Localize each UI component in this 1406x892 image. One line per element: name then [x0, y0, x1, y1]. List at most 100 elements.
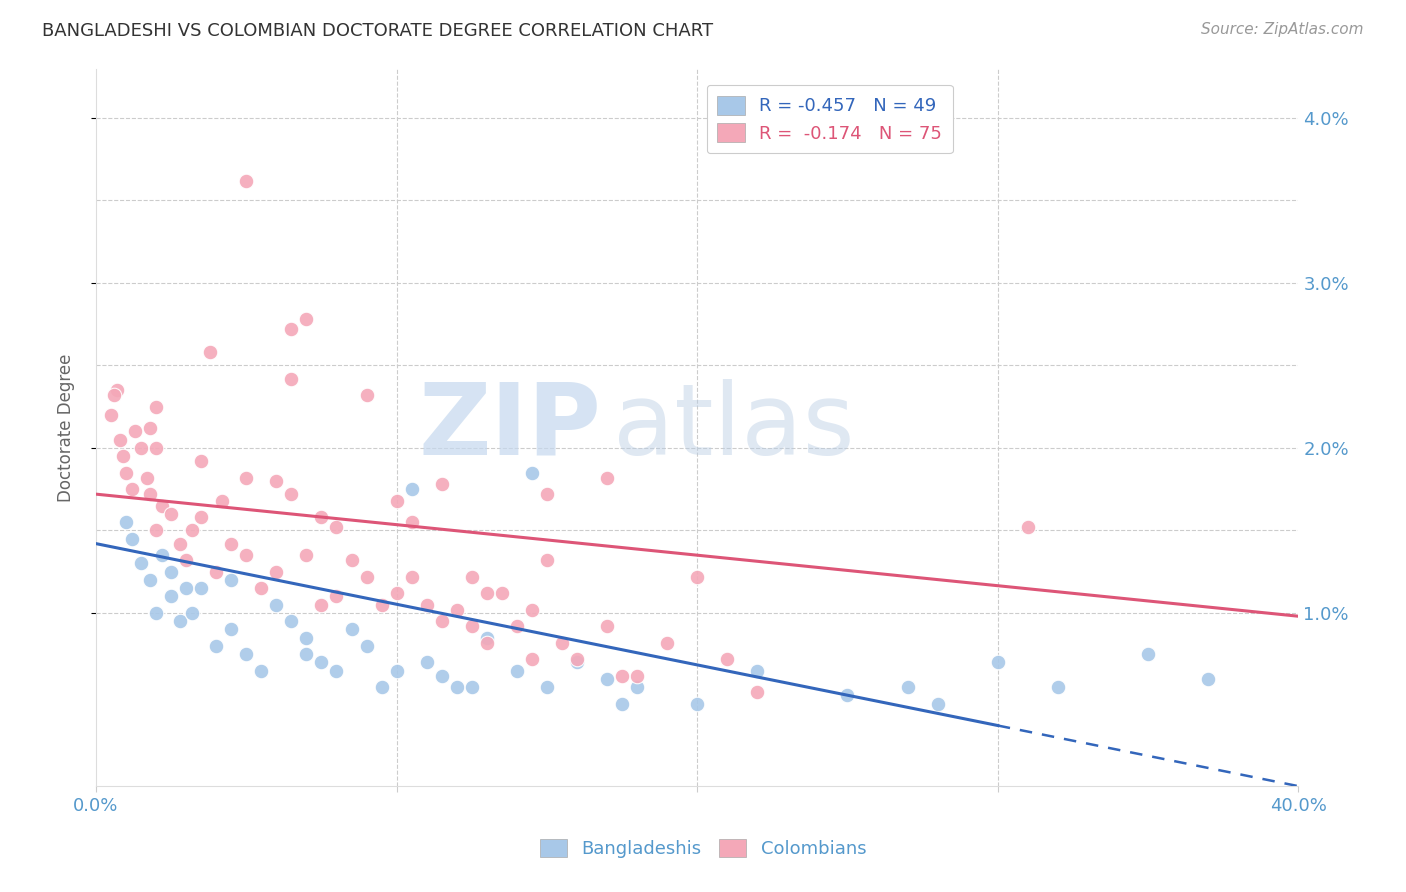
Point	[475, 635, 498, 649]
Point	[356, 639, 378, 653]
Point	[250, 664, 273, 678]
Point	[520, 602, 543, 616]
Point	[205, 565, 228, 579]
Point	[115, 466, 138, 480]
Point	[266, 565, 288, 579]
Point	[108, 433, 131, 447]
Point	[145, 441, 167, 455]
Point	[475, 631, 498, 645]
Point	[536, 680, 558, 694]
Point	[1137, 647, 1160, 661]
Point	[747, 664, 769, 678]
Point	[211, 493, 233, 508]
Point	[105, 383, 128, 397]
Point	[100, 408, 122, 422]
Point	[295, 312, 318, 326]
Legend: Bangladeshis, Colombians: Bangladeshis, Colombians	[533, 831, 873, 865]
Point	[136, 470, 159, 484]
Point	[520, 652, 543, 666]
Point	[169, 614, 191, 628]
Point	[401, 569, 423, 583]
Point	[219, 573, 242, 587]
Point	[145, 606, 167, 620]
Point	[325, 590, 347, 604]
Point	[266, 474, 288, 488]
Point	[112, 449, 135, 463]
Point	[129, 441, 152, 455]
Point	[655, 635, 678, 649]
Point	[235, 174, 257, 188]
Point	[626, 668, 648, 682]
Point	[325, 664, 347, 678]
Point	[250, 581, 273, 595]
Point	[461, 619, 484, 633]
Point	[837, 689, 859, 703]
Point	[430, 614, 453, 628]
Point	[280, 614, 302, 628]
Point	[536, 487, 558, 501]
Point	[235, 470, 257, 484]
Point	[181, 606, 204, 620]
Text: ZIP: ZIP	[418, 379, 600, 475]
Point	[129, 557, 152, 571]
Point	[325, 520, 347, 534]
Point	[446, 680, 468, 694]
Point	[596, 672, 619, 686]
Point	[385, 586, 408, 600]
Text: BANGLADESHI VS COLOMBIAN DOCTORATE DEGREE CORRELATION CHART: BANGLADESHI VS COLOMBIAN DOCTORATE DEGRE…	[42, 22, 713, 40]
Point	[987, 656, 1010, 670]
Point	[160, 590, 183, 604]
Text: atlas: atlas	[613, 379, 855, 475]
Point	[190, 581, 212, 595]
Point	[340, 623, 363, 637]
Point	[401, 515, 423, 529]
Point	[340, 553, 363, 567]
Point	[385, 493, 408, 508]
Point	[415, 656, 437, 670]
Point	[219, 536, 242, 550]
Point	[311, 656, 333, 670]
Point	[475, 586, 498, 600]
Point	[536, 553, 558, 567]
Point	[356, 569, 378, 583]
Point	[150, 548, 173, 562]
Point	[280, 372, 302, 386]
Legend: R = -0.457   N = 49, R =  -0.174   N = 75: R = -0.457 N = 49, R = -0.174 N = 75	[707, 85, 953, 153]
Point	[124, 425, 146, 439]
Text: Source: ZipAtlas.com: Source: ZipAtlas.com	[1201, 22, 1364, 37]
Point	[266, 598, 288, 612]
Point	[200, 345, 222, 359]
Point	[506, 619, 529, 633]
Point	[280, 322, 302, 336]
Point	[174, 581, 197, 595]
Point	[219, 623, 242, 637]
Point	[150, 499, 173, 513]
Point	[295, 631, 318, 645]
Point	[145, 524, 167, 538]
Point	[370, 680, 392, 694]
Point	[897, 680, 920, 694]
Point	[401, 482, 423, 496]
Point	[356, 388, 378, 402]
Point	[716, 652, 738, 666]
Point	[174, 553, 197, 567]
Point	[385, 664, 408, 678]
Point	[415, 598, 437, 612]
Point	[565, 656, 588, 670]
Point	[280, 487, 302, 501]
Point	[235, 647, 257, 661]
Point	[1017, 520, 1039, 534]
Point	[121, 532, 143, 546]
Point	[205, 639, 228, 653]
Point	[139, 573, 162, 587]
Y-axis label: Doctorate Degree: Doctorate Degree	[58, 353, 75, 501]
Point	[190, 510, 212, 524]
Point	[461, 680, 484, 694]
Point	[311, 598, 333, 612]
Point	[160, 565, 183, 579]
Point	[610, 697, 633, 711]
Point	[295, 548, 318, 562]
Point	[115, 515, 138, 529]
Point	[190, 454, 212, 468]
Point	[446, 602, 468, 616]
